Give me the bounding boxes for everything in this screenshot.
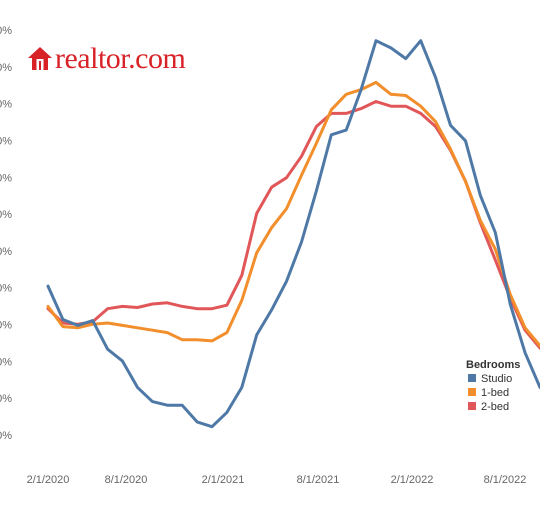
y-tick-label: .0%: [0, 430, 12, 442]
y-tick-label: .0%: [0, 246, 12, 258]
y-tick-label: .0%: [0, 283, 12, 295]
realtor-logo: realtor.com: [28, 42, 186, 75]
legend: Bedrooms Studio 1-bed 2-bed: [466, 359, 520, 413]
y-tick-label: .0%: [0, 393, 12, 405]
legend-swatch: [468, 388, 476, 396]
house-icon: [28, 47, 52, 70]
y-tick-label: .0%: [0, 62, 12, 74]
y-tick-label: .0%: [0, 135, 12, 147]
series-group: [46, 39, 540, 429]
y-tick-label: .0%: [0, 320, 12, 332]
x-tick-label: 8/1/2021: [297, 474, 340, 486]
legend-label: Studio: [481, 373, 512, 385]
y-tick-label: .0%: [0, 356, 12, 368]
y-tick-label: .0%: [0, 172, 12, 184]
legend-label: 2-bed: [481, 401, 509, 413]
x-tick-label: 2/1/2021: [202, 474, 245, 486]
x-tick-label: 8/1/2020: [105, 474, 148, 486]
y-axis: .0% .0% .0% .0% .0% .0% .0% .0% .0% .0% .0% .0%: [0, 25, 12, 442]
series-line-2-bed: [46, 100, 540, 350]
y-tick-label: .0%: [0, 25, 12, 37]
logo-text: realtor.com: [55, 42, 185, 75]
y-tick-label: .0%: [0, 209, 12, 221]
y-tick-label: .0%: [0, 99, 12, 111]
legend-label: 1-bed: [481, 387, 509, 399]
x-tick-label: 2/1/2022: [391, 474, 434, 486]
legend-title: Bedrooms: [466, 359, 520, 371]
series-line-1-bed: [46, 80, 540, 348]
x-tick-label: 2/1/2020: [27, 474, 70, 486]
x-axis: 2/1/2020 8/1/2020 2/1/2021 8/1/2021 2/1/2022…: [27, 474, 527, 486]
legend-swatch: [468, 402, 476, 410]
x-tick-label: 8/1/2022: [484, 474, 527, 486]
series-line-studio: [46, 39, 540, 429]
legend-swatch: [468, 374, 476, 382]
